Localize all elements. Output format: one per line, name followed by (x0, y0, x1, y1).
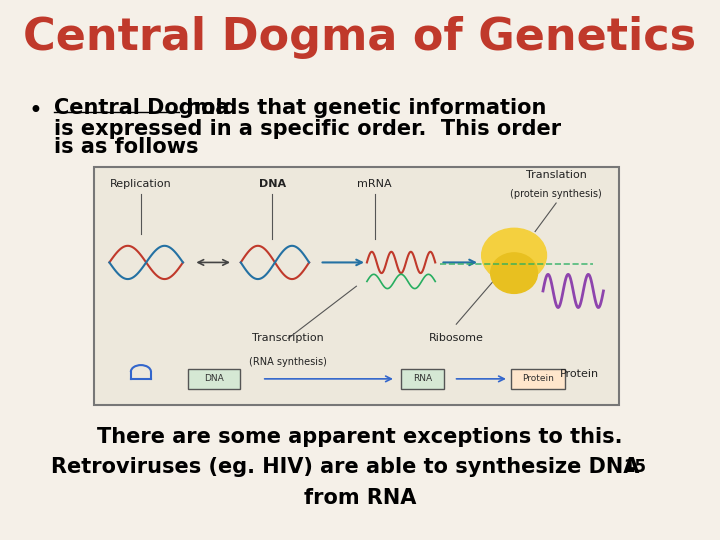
Text: Central Dogma: Central Dogma (54, 98, 230, 118)
Ellipse shape (482, 228, 546, 282)
Text: mRNA: mRNA (358, 179, 392, 189)
Text: •: • (29, 99, 42, 123)
Text: from RNA: from RNA (304, 488, 416, 508)
Ellipse shape (491, 253, 537, 293)
Text: Ribosome: Ribosome (429, 334, 484, 343)
Text: Protein: Protein (523, 374, 554, 383)
Text: Transcription: Transcription (252, 334, 324, 343)
Text: is expressed in a specific order.  This order: is expressed in a specific order. This o… (54, 118, 561, 139)
Text: Protein: Protein (560, 369, 599, 379)
Text: is as follows: is as follows (54, 137, 199, 158)
Text: DNA: DNA (204, 374, 224, 383)
Text: DNA: DNA (258, 179, 286, 189)
FancyBboxPatch shape (401, 369, 444, 389)
Text: Translation: Translation (526, 170, 587, 179)
Text: 15: 15 (623, 458, 646, 476)
FancyBboxPatch shape (94, 167, 619, 405)
FancyBboxPatch shape (511, 369, 565, 389)
FancyBboxPatch shape (188, 369, 240, 389)
Text: (protein synthesis): (protein synthesis) (510, 188, 602, 199)
Text: There are some apparent exceptions to this.: There are some apparent exceptions to th… (97, 427, 623, 448)
Text: RNA: RNA (413, 374, 432, 383)
Text: Replication: Replication (110, 179, 172, 189)
Text: (RNA synthesis): (RNA synthesis) (249, 357, 327, 367)
Text: Retroviruses (eg. HIV) are able to synthesize DNA: Retroviruses (eg. HIV) are able to synth… (51, 457, 640, 477)
Text: Central Dogma of Genetics: Central Dogma of Genetics (24, 16, 696, 59)
Text: holds that genetic information: holds that genetic information (179, 98, 546, 118)
